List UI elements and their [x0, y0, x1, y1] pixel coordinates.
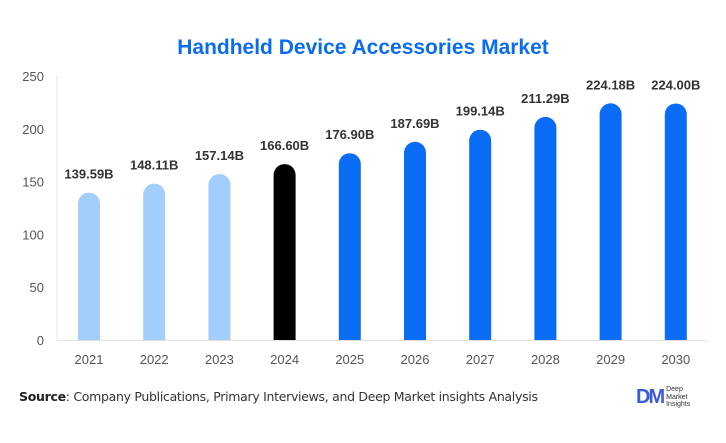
- y-tick-label: 0: [37, 333, 44, 348]
- x-axis: 2021 2022 2023 2024 2025 2026 2027 2028 2029 2030: [57, 340, 708, 367]
- x-tick-label: 2021: [75, 352, 104, 367]
- data-label-2028: 211.29B: [521, 91, 569, 106]
- x-tick-label: 2023: [205, 352, 234, 367]
- bar-2028: [534, 116, 557, 340]
- x-tick-label: 2027: [466, 352, 495, 367]
- bar-2022: [143, 183, 166, 340]
- data-label-2022: 148.11B: [130, 158, 178, 173]
- y-tick-label: 150: [22, 175, 44, 190]
- data-label-2027: 199.14B: [456, 104, 505, 119]
- data-label-2023: 157.14B: [195, 148, 244, 163]
- data-labels: 139.59B 148.11B 157.14B 166.60B 176.90B 187.6…: [64, 77, 700, 181]
- bar-2030: [664, 103, 687, 341]
- data-label-2029: 224.18B: [586, 77, 635, 92]
- x-tick-label: 2029: [596, 352, 625, 367]
- source-text: : Company Publications, Primary Intervie…: [65, 389, 538, 404]
- data-label-2024: 166.60B: [260, 138, 309, 153]
- bar-2029: [599, 103, 622, 340]
- bar-2024: [273, 164, 296, 340]
- bar-2027: [469, 129, 492, 340]
- bars: [78, 103, 687, 341]
- chart-title: Handheld Device Accessories Market: [177, 36, 549, 59]
- data-label-2026: 187.69B: [390, 116, 439, 131]
- bar-2023: [208, 174, 231, 340]
- logo-mark: DM: [636, 386, 665, 408]
- y-tick-label: 200: [22, 122, 44, 137]
- y-tick-label: 250: [22, 69, 44, 84]
- x-tick-label: 2028: [531, 352, 560, 367]
- company-logo: DM Deep Market Insights: [636, 386, 690, 409]
- logo-line-1: Deep: [666, 386, 683, 394]
- y-tick-label: 100: [22, 227, 44, 242]
- x-tick-label: 2024: [270, 352, 299, 367]
- source-label: Source: [19, 389, 66, 404]
- logo-line-3: Insights: [666, 401, 691, 409]
- data-label-2030: 224.00B: [651, 77, 700, 92]
- source-note: Source: Company Publications, Primary In…: [19, 389, 538, 404]
- data-label-2025: 176.90B: [325, 127, 374, 142]
- logo-text: Deep Market Insights: [666, 386, 690, 409]
- bar-2025: [338, 153, 361, 340]
- data-label-2021: 139.59B: [64, 167, 113, 182]
- bar-2021: [78, 192, 100, 340]
- x-tick-label: 2025: [335, 352, 364, 367]
- x-tick-label: 2022: [140, 352, 169, 367]
- x-tick-label: 2026: [401, 352, 430, 367]
- logo-line-2: Market: [666, 393, 688, 401]
- x-tick-label: 2030: [661, 352, 690, 367]
- y-axis: 0 50 100 150 200 250: [22, 69, 58, 348]
- bar-2026: [404, 141, 426, 340]
- y-tick-label: 50: [30, 280, 44, 295]
